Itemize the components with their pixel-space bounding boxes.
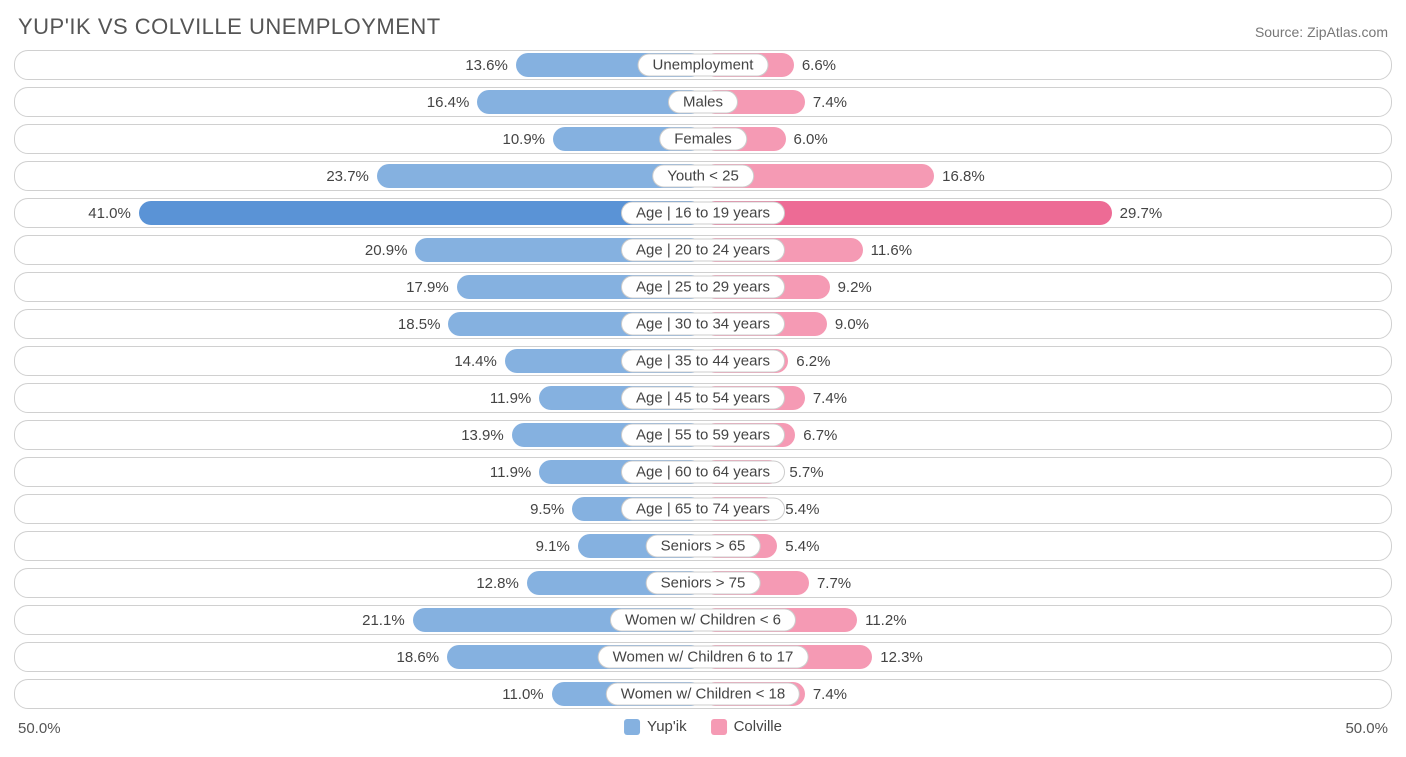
pct-left: 9.1% — [528, 532, 578, 560]
pct-left: 13.9% — [453, 421, 512, 449]
source-attribution: Source: ZipAtlas.com — [1255, 24, 1388, 40]
legend-swatch-right — [711, 719, 727, 735]
row-label: Age | 20 to 24 years — [621, 239, 785, 262]
row-label: Males — [668, 91, 738, 114]
chart-row: 13.9% 6.7% Age | 55 to 59 years — [14, 420, 1392, 450]
pct-left: 9.5% — [522, 495, 572, 523]
pct-right: 7.4% — [805, 384, 855, 412]
legend-item-right: Colville — [711, 718, 782, 735]
pct-left: 12.8% — [468, 569, 527, 597]
pct-right: 11.6% — [863, 236, 920, 264]
pct-right: 29.7% — [1112, 199, 1171, 227]
pct-left: 18.6% — [389, 643, 448, 671]
pct-left: 20.9% — [357, 236, 416, 264]
pct-right: 6.0% — [786, 125, 836, 153]
legend-swatch-left — [624, 719, 640, 735]
chart-row: 12.8% 7.7% Seniors > 75 — [14, 568, 1392, 598]
chart-row: 11.0% 7.4%Women w/ Children < 18 — [14, 679, 1392, 709]
row-label: Seniors > 65 — [646, 535, 761, 558]
chart-row: 20.9% 11.6% Age | 20 to 24 years — [14, 235, 1392, 265]
pct-left: 21.1% — [354, 606, 413, 634]
pct-right: 5.4% — [777, 532, 827, 560]
axis-max-right: 50.0% — [1345, 720, 1388, 737]
chart-row: 17.9% 9.2% Age | 25 to 29 years — [14, 272, 1392, 302]
legend-item-left: Yup'ik — [624, 718, 687, 735]
chart-row: 9.1% 5.4% Seniors > 65 — [14, 531, 1392, 561]
pct-right: 9.0% — [827, 310, 877, 338]
chart-row: 14.4% 6.2%Age | 35 to 44 years — [14, 346, 1392, 376]
row-label: Age | 25 to 29 years — [621, 276, 785, 299]
chart-row: 11.9% 7.4% Age | 45 to 54 years — [14, 383, 1392, 413]
pct-left: 11.9% — [482, 458, 539, 486]
row-label: Unemployment — [638, 54, 769, 77]
legend-label-right: Colville — [734, 718, 782, 735]
pct-left: 17.9% — [398, 273, 457, 301]
row-label: Age | 65 to 74 years — [621, 498, 785, 521]
pct-right: 9.2% — [830, 273, 880, 301]
pct-right: 16.8% — [934, 162, 993, 190]
pct-left: 23.7% — [318, 162, 377, 190]
row-label: Women w/ Children 6 to 17 — [598, 646, 809, 669]
row-label: Age | 16 to 19 years — [621, 202, 785, 225]
axis-max-left: 50.0% — [18, 720, 61, 737]
row-label: Age | 60 to 64 years — [621, 461, 785, 484]
chart-row: 11.9% 5.7%Age | 60 to 64 years — [14, 457, 1392, 487]
pct-left: 14.4% — [446, 347, 505, 375]
pct-left: 10.9% — [494, 125, 553, 153]
chart-row: 18.5% 9.0% Age | 30 to 34 years — [14, 309, 1392, 339]
pct-left: 18.5% — [390, 310, 449, 338]
row-label: Females — [659, 128, 747, 151]
pct-left: 41.0% — [80, 199, 139, 227]
row-label: Age | 45 to 54 years — [621, 387, 785, 410]
pct-right: 5.7% — [781, 458, 831, 486]
pct-left: 13.6% — [457, 51, 516, 79]
row-label: Women w/ Children < 18 — [606, 683, 800, 706]
pct-right: 7.7% — [809, 569, 859, 597]
row-label: Age | 35 to 44 years — [621, 350, 785, 373]
pct-right: 6.7% — [795, 421, 845, 449]
chart-row: 16.4% 7.4% Males — [14, 87, 1392, 117]
chart-row: 23.7% 16.8% Youth < 25 — [14, 161, 1392, 191]
legend: Yup'ik Colville — [624, 718, 782, 735]
row-label: Age | 30 to 34 years — [621, 313, 785, 336]
bar-left — [139, 201, 703, 225]
chart-row: 18.6% 12.3% Women w/ Children 6 to 17 — [14, 642, 1392, 672]
row-label: Youth < 25 — [652, 165, 754, 188]
chart-row: 41.0% 29.7% Age | 16 to 19 years — [14, 198, 1392, 228]
pct-right: 6.6% — [794, 51, 844, 79]
diverging-bar-chart: 13.6% 6.6% Unemployment 16.4% 7.4% Males 10.9%… — [14, 50, 1392, 709]
row-label: Age | 55 to 59 years — [621, 424, 785, 447]
pct-right: 6.2% — [788, 347, 838, 375]
row-label: Seniors > 75 — [646, 572, 761, 595]
chart-row: 13.6% 6.6% Unemployment — [14, 50, 1392, 80]
legend-label-left: Yup'ik — [647, 718, 687, 735]
pct-right: 12.3% — [872, 643, 931, 671]
chart-row: 10.9% 6.0% Females — [14, 124, 1392, 154]
pct-left: 16.4% — [419, 88, 478, 116]
pct-right: 11.2% — [857, 606, 914, 634]
pct-right: 7.4% — [805, 88, 855, 116]
chart-row: 21.1% 11.2% Women w/ Children < 6 — [14, 605, 1392, 635]
pct-left: 11.9% — [482, 384, 539, 412]
chart-title: YUP'IK VS COLVILLE UNEMPLOYMENT — [18, 14, 441, 40]
pct-right: 7.4% — [805, 680, 855, 708]
row-label: Women w/ Children < 6 — [610, 609, 796, 632]
chart-row: 9.5%5.4%Age | 65 to 74 years — [14, 494, 1392, 524]
pct-left: 11.0% — [494, 680, 551, 708]
